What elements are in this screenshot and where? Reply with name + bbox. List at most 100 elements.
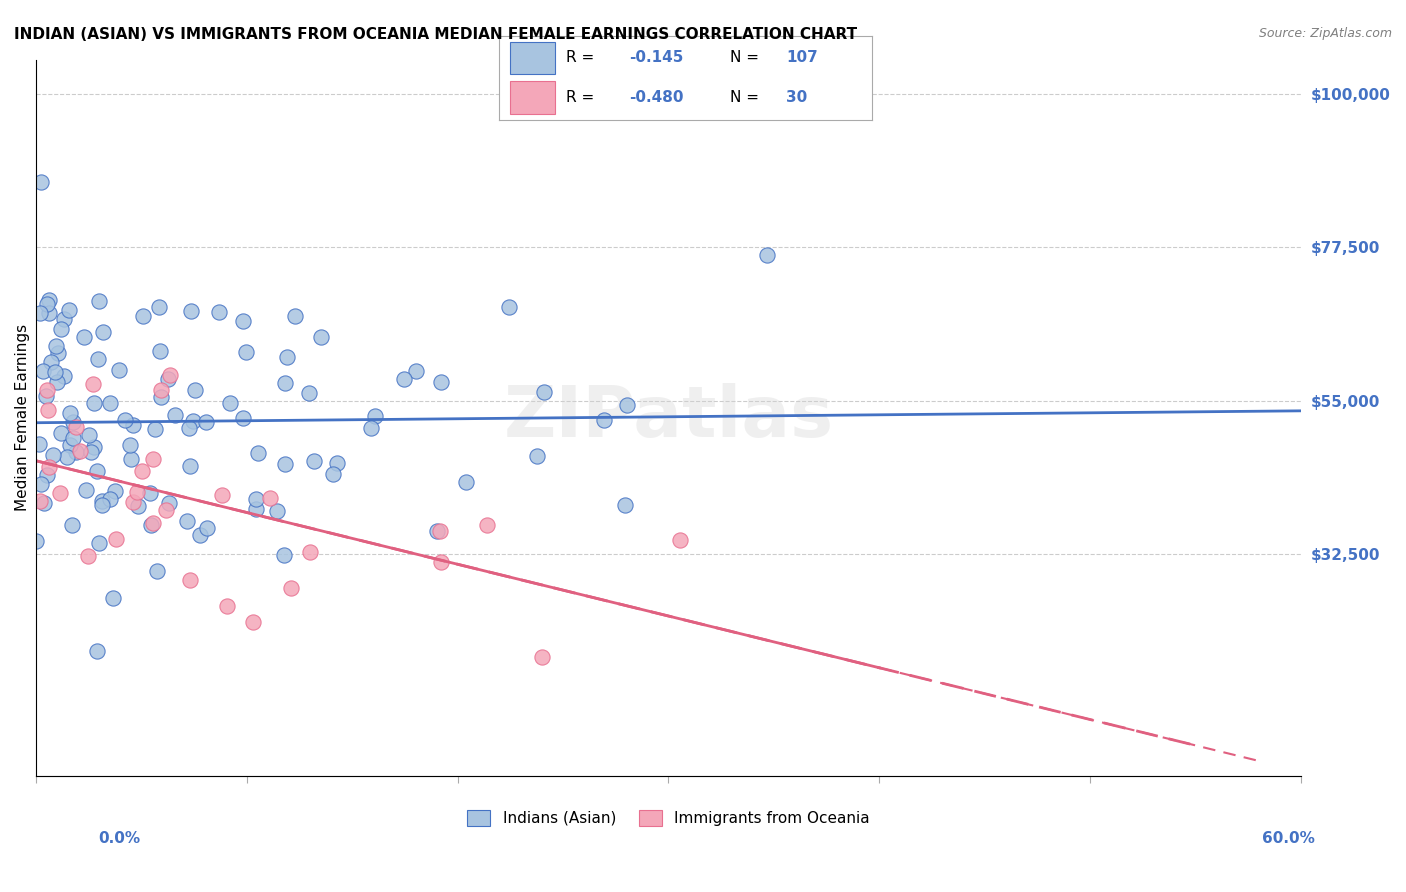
Point: [28, 306, 51, 320]
Point: [195, 521, 218, 535]
Point: [114, 413, 136, 427]
Point: [89, 536, 111, 550]
Point: [273, 548, 295, 562]
Point: [614, 499, 637, 513]
Point: [668, 533, 690, 548]
Point: [91, 494, 114, 508]
Point: [299, 544, 322, 558]
Point: [37, 402, 59, 417]
Point: [429, 524, 451, 538]
Point: [298, 386, 321, 401]
Point: [87, 293, 110, 308]
Point: [58, 302, 80, 317]
Point: [530, 649, 553, 664]
Point: [77, 428, 100, 442]
Point: [73, 329, 96, 343]
Point: [360, 421, 382, 435]
Point: [139, 518, 162, 533]
Point: [322, 467, 344, 481]
Text: N =: N =: [730, 90, 759, 105]
Point: [593, 413, 616, 427]
Point: [83, 440, 105, 454]
Point: [498, 300, 520, 314]
Point: [157, 496, 180, 510]
Point: [139, 485, 162, 500]
Point: [46, 375, 69, 389]
Point: [149, 384, 172, 398]
Point: [188, 528, 211, 542]
Point: [32, 364, 55, 378]
Point: [148, 300, 170, 314]
Point: [122, 418, 145, 433]
Point: [176, 515, 198, 529]
Point: [49, 426, 72, 441]
Point: [87, 351, 110, 366]
Point: [56, 450, 79, 464]
Point: [34, 389, 56, 403]
Point: [38, 459, 60, 474]
Point: [246, 445, 269, 459]
Point: [118, 438, 141, 452]
Point: [100, 396, 122, 410]
Point: [184, 384, 207, 398]
Point: [122, 495, 145, 509]
Point: [454, 475, 477, 489]
Point: [232, 411, 254, 425]
Point: [426, 524, 449, 539]
Point: [38, 293, 60, 308]
Point: [430, 555, 453, 569]
Text: -0.145: -0.145: [630, 50, 683, 65]
Text: 0.0%: 0.0%: [98, 831, 141, 846]
Point: [146, 564, 169, 578]
Point: [183, 413, 205, 427]
Point: [259, 491, 281, 505]
Point: [284, 309, 307, 323]
Point: [132, 309, 155, 323]
Point: [533, 385, 555, 400]
Point: [62, 415, 84, 429]
Point: [756, 248, 779, 262]
Point: [91, 498, 114, 512]
Point: [38, 306, 60, 320]
Point: [616, 398, 638, 412]
Text: Source: ZipAtlas.com: Source: ZipAtlas.com: [1258, 27, 1392, 40]
Point: [86, 464, 108, 478]
Point: [48, 486, 70, 500]
Point: [526, 449, 548, 463]
Point: [276, 350, 298, 364]
Point: [65, 445, 87, 459]
Point: [107, 363, 129, 377]
Point: [211, 488, 233, 502]
Point: [28, 437, 51, 451]
Point: [232, 314, 254, 328]
Point: [30, 175, 52, 189]
Point: [163, 409, 186, 423]
Point: [32, 496, 55, 510]
Point: [120, 451, 142, 466]
Text: ZIPatlas: ZIPatlas: [503, 384, 834, 452]
Text: 60.0%: 60.0%: [1261, 831, 1315, 846]
Point: [142, 516, 165, 531]
Point: [131, 464, 153, 478]
Point: [25, 534, 48, 549]
Point: [274, 458, 297, 472]
Text: -0.480: -0.480: [630, 90, 685, 105]
Point: [45, 338, 67, 352]
Point: [35, 383, 58, 397]
Point: [208, 305, 231, 319]
Point: [83, 396, 105, 410]
Point: [326, 456, 349, 470]
Point: [77, 549, 100, 564]
Point: [156, 372, 179, 386]
Point: [245, 491, 267, 506]
Y-axis label: Median Female Earnings: Median Female Earnings: [15, 325, 30, 511]
Point: [179, 573, 201, 587]
Point: [127, 500, 149, 514]
Point: [53, 312, 76, 326]
Point: [86, 644, 108, 658]
Point: [105, 533, 128, 547]
Point: [159, 368, 181, 383]
Point: [179, 458, 201, 473]
Point: [59, 406, 82, 420]
Bar: [510, 81, 555, 113]
